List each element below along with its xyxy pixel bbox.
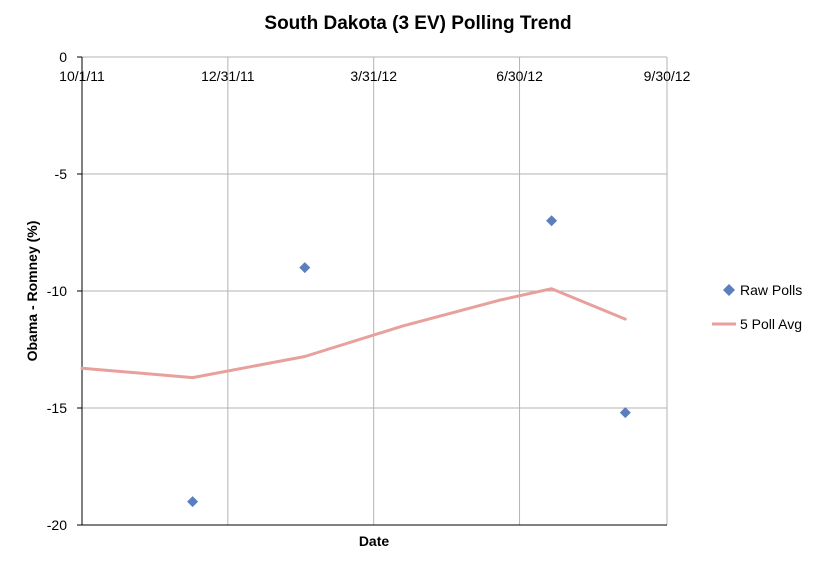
y-tick-label: 0: [59, 49, 67, 65]
legend-label-poll-avg: 5 Poll Avg: [740, 316, 802, 332]
x-tick-label: 9/30/12: [644, 68, 691, 84]
x-tick-label: 3/31/12: [350, 68, 397, 84]
y-axis-title: Obama - Romney (%): [24, 221, 40, 362]
raw-poll-point: [619, 407, 631, 419]
series: [80, 215, 631, 508]
x-axis-title: Date: [359, 533, 390, 549]
legend-marker-raw-polls: [723, 284, 735, 296]
y-tick-label: -15: [47, 400, 67, 416]
chart-title: South Dakota (3 EV) Polling Trend: [264, 13, 571, 34]
axes: [81, 57, 667, 526]
gridlines: [77, 56, 668, 526]
y-tick-label: -10: [47, 283, 67, 299]
y-tick-label: -5: [55, 166, 68, 182]
legend-label-raw-polls: Raw Polls: [740, 282, 802, 298]
legend: Raw Polls 5 Poll Avg: [712, 282, 802, 332]
raw-poll-point: [546, 215, 558, 227]
raw-poll-point: [299, 262, 311, 274]
x-tick-label: 6/30/12: [496, 68, 543, 84]
x-tick-label: 10/1/11: [59, 68, 105, 84]
tick-labels: 10/1/11 12/31/11 3/31/12 6/30/12 9/30/12 0 -5 -…: [47, 49, 691, 533]
avg-line: [80, 287, 627, 380]
raw-poll-point: [187, 496, 199, 508]
y-tick-label: -20: [47, 517, 67, 533]
x-tick-label: 12/31/11: [201, 68, 255, 84]
